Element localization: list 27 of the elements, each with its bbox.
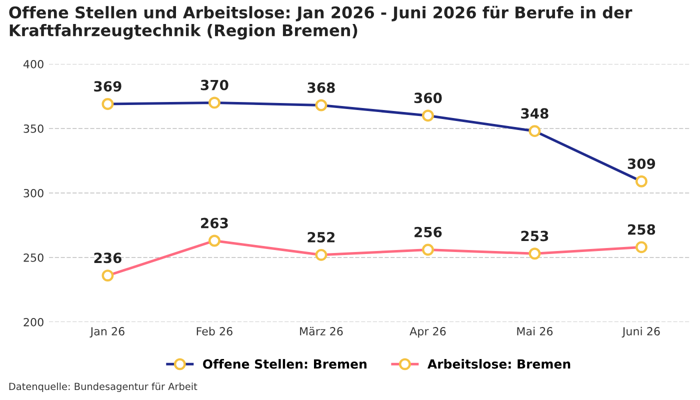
data-label: 253 [521,230,548,242]
data-label: 236 [94,252,122,264]
y-tick-label: 200 [24,318,44,326]
x-tick-label: Jan 26 [90,327,124,338]
data-label: 256 [414,226,442,238]
data-label: 309 [628,158,656,169]
data-label: 263 [201,218,228,228]
y-tick-label: 350 [24,124,44,133]
data-label: 368 [308,82,335,93]
y-tick-label: 300 [24,188,44,198]
chart-title: Offene Stellen und Arbeitslose: Jan 2026 - Juni 2026 für Berufe in der Kraftfahrzeugtechnik (Region Bremen) [9,6,632,40]
data-label: 258 [628,224,656,235]
y-tick-label: 250 [24,253,44,262]
legend-label: Offene Stellen: Bremen [203,359,366,369]
x-tick-label: Feb 26 [196,326,232,336]
x-tick-label: März 26 [300,326,343,336]
x-tick-label: Juni 26 [622,326,660,338]
x-tick-label: Mai 26 [517,326,553,336]
text: Datenquelle: Bundesagentur für Arbeit [9,382,198,392]
y-tick-label: 400 [23,60,44,68]
data-label: 252 [308,232,334,243]
data-label: 348 [521,108,548,119]
data-label: 370 [200,80,228,90]
data-label: 369 [94,81,122,92]
x-tick-label: Apr 26 [410,327,446,338]
legend-label: Arbeitslose: Bremen [427,359,570,369]
data-label: 360 [414,92,442,104]
